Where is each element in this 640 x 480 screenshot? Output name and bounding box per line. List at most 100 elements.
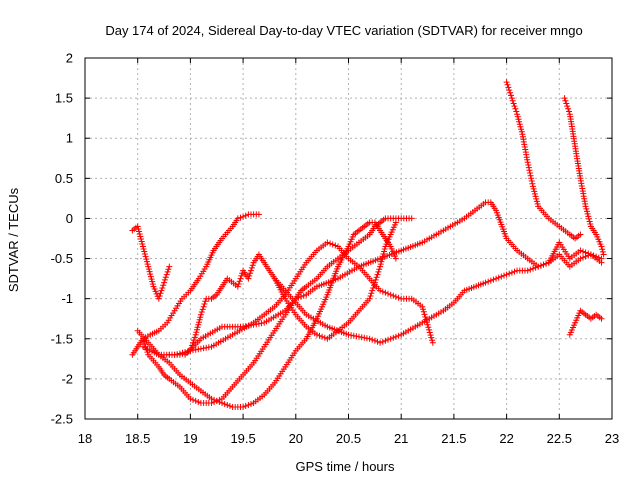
data-point bbox=[501, 272, 507, 279]
data-point bbox=[300, 292, 307, 299]
data-point bbox=[190, 396, 196, 403]
data-point bbox=[219, 400, 225, 406]
data-point bbox=[163, 271, 170, 278]
data-point bbox=[382, 289, 389, 296]
data-marks bbox=[129, 79, 607, 410]
data-point bbox=[509, 97, 516, 104]
data-point bbox=[390, 292, 397, 299]
data-point bbox=[238, 272, 245, 279]
data-point bbox=[580, 254, 586, 261]
data-point bbox=[495, 274, 502, 281]
data-point bbox=[503, 79, 510, 86]
data-point bbox=[506, 270, 513, 277]
data-point bbox=[321, 334, 328, 341]
series-arc-8 bbox=[503, 79, 584, 242]
data-point bbox=[377, 339, 384, 346]
data-point bbox=[527, 266, 534, 273]
data-point bbox=[527, 172, 534, 179]
data-point bbox=[508, 95, 515, 102]
data-point bbox=[366, 335, 373, 342]
data-point bbox=[599, 246, 606, 253]
data-point bbox=[566, 108, 572, 115]
x-tick-label: 21.5 bbox=[441, 431, 466, 446]
data-point bbox=[192, 397, 199, 404]
series-arc-7 bbox=[271, 251, 605, 346]
series-arc-11 bbox=[129, 223, 173, 302]
data-point bbox=[202, 298, 209, 305]
y-tick-label: 0.5 bbox=[55, 171, 73, 186]
grid-lines bbox=[85, 58, 612, 419]
data-point bbox=[512, 105, 519, 112]
data-point bbox=[593, 253, 600, 260]
data-point bbox=[295, 294, 302, 301]
data-point bbox=[385, 336, 391, 343]
data-point bbox=[490, 276, 497, 283]
x-tick-label: 22.5 bbox=[547, 431, 572, 446]
data-point bbox=[208, 395, 215, 402]
data-point bbox=[190, 337, 197, 344]
data-point bbox=[487, 277, 494, 284]
data-point bbox=[242, 212, 249, 219]
x-axis-label: GPS time / hours bbox=[296, 459, 395, 474]
data-point bbox=[598, 255, 605, 262]
data-point bbox=[429, 337, 436, 344]
data-point bbox=[234, 215, 241, 222]
data-point bbox=[174, 351, 181, 358]
data-point bbox=[141, 251, 148, 257]
x-tick-label: 22 bbox=[499, 431, 513, 446]
data-point bbox=[161, 279, 168, 286]
data-point bbox=[248, 401, 254, 407]
data-point bbox=[327, 240, 334, 247]
data-point bbox=[392, 293, 399, 300]
y-tick-label: -0.5 bbox=[51, 251, 73, 266]
data-point bbox=[426, 326, 433, 333]
data-point bbox=[395, 332, 402, 339]
data-point bbox=[160, 282, 167, 289]
data-point bbox=[159, 285, 166, 291]
data-point bbox=[140, 338, 147, 345]
data-point bbox=[298, 293, 305, 300]
data-point bbox=[255, 211, 262, 218]
data-point bbox=[237, 275, 244, 282]
series-arc-10 bbox=[566, 307, 605, 338]
data-point bbox=[197, 311, 204, 318]
chart-title: Day 174 of 2024, Sidereal Day-to-day VTE… bbox=[105, 23, 582, 38]
x-tick-label: 18.5 bbox=[125, 431, 150, 446]
y-tick-label: -1.5 bbox=[51, 331, 73, 346]
data-point bbox=[590, 252, 597, 259]
data-point bbox=[369, 336, 376, 343]
data-point bbox=[528, 175, 535, 182]
data-point bbox=[428, 334, 435, 341]
data-point bbox=[176, 350, 183, 357]
data-point bbox=[532, 264, 539, 271]
data-point bbox=[387, 335, 394, 342]
y-tick-label: 1.5 bbox=[55, 91, 73, 106]
y-tick-label: -2.5 bbox=[51, 412, 73, 427]
data-point bbox=[561, 95, 568, 102]
data-point bbox=[155, 295, 162, 302]
data-point bbox=[540, 261, 547, 268]
data-point bbox=[426, 329, 433, 336]
data-point bbox=[370, 285, 377, 291]
data-point bbox=[425, 324, 432, 331]
data-point bbox=[385, 290, 391, 297]
data-point bbox=[199, 306, 206, 313]
data-point bbox=[211, 396, 218, 403]
data-point bbox=[226, 403, 233, 409]
series-arc-1 bbox=[129, 211, 262, 358]
data-point bbox=[582, 253, 589, 260]
data-point bbox=[200, 303, 207, 310]
data-point bbox=[511, 103, 518, 110]
y-tick-label: -2 bbox=[61, 371, 73, 386]
data-point bbox=[221, 401, 228, 407]
y-tick-label: 1 bbox=[66, 131, 73, 146]
data-point bbox=[237, 214, 244, 221]
data-point bbox=[245, 402, 252, 408]
data-point bbox=[366, 295, 373, 302]
x-tick-label: 19 bbox=[183, 431, 197, 446]
data-point bbox=[156, 293, 163, 299]
data-point bbox=[161, 276, 168, 283]
y-axis-label: SDTVAR / TECUs bbox=[6, 187, 21, 292]
